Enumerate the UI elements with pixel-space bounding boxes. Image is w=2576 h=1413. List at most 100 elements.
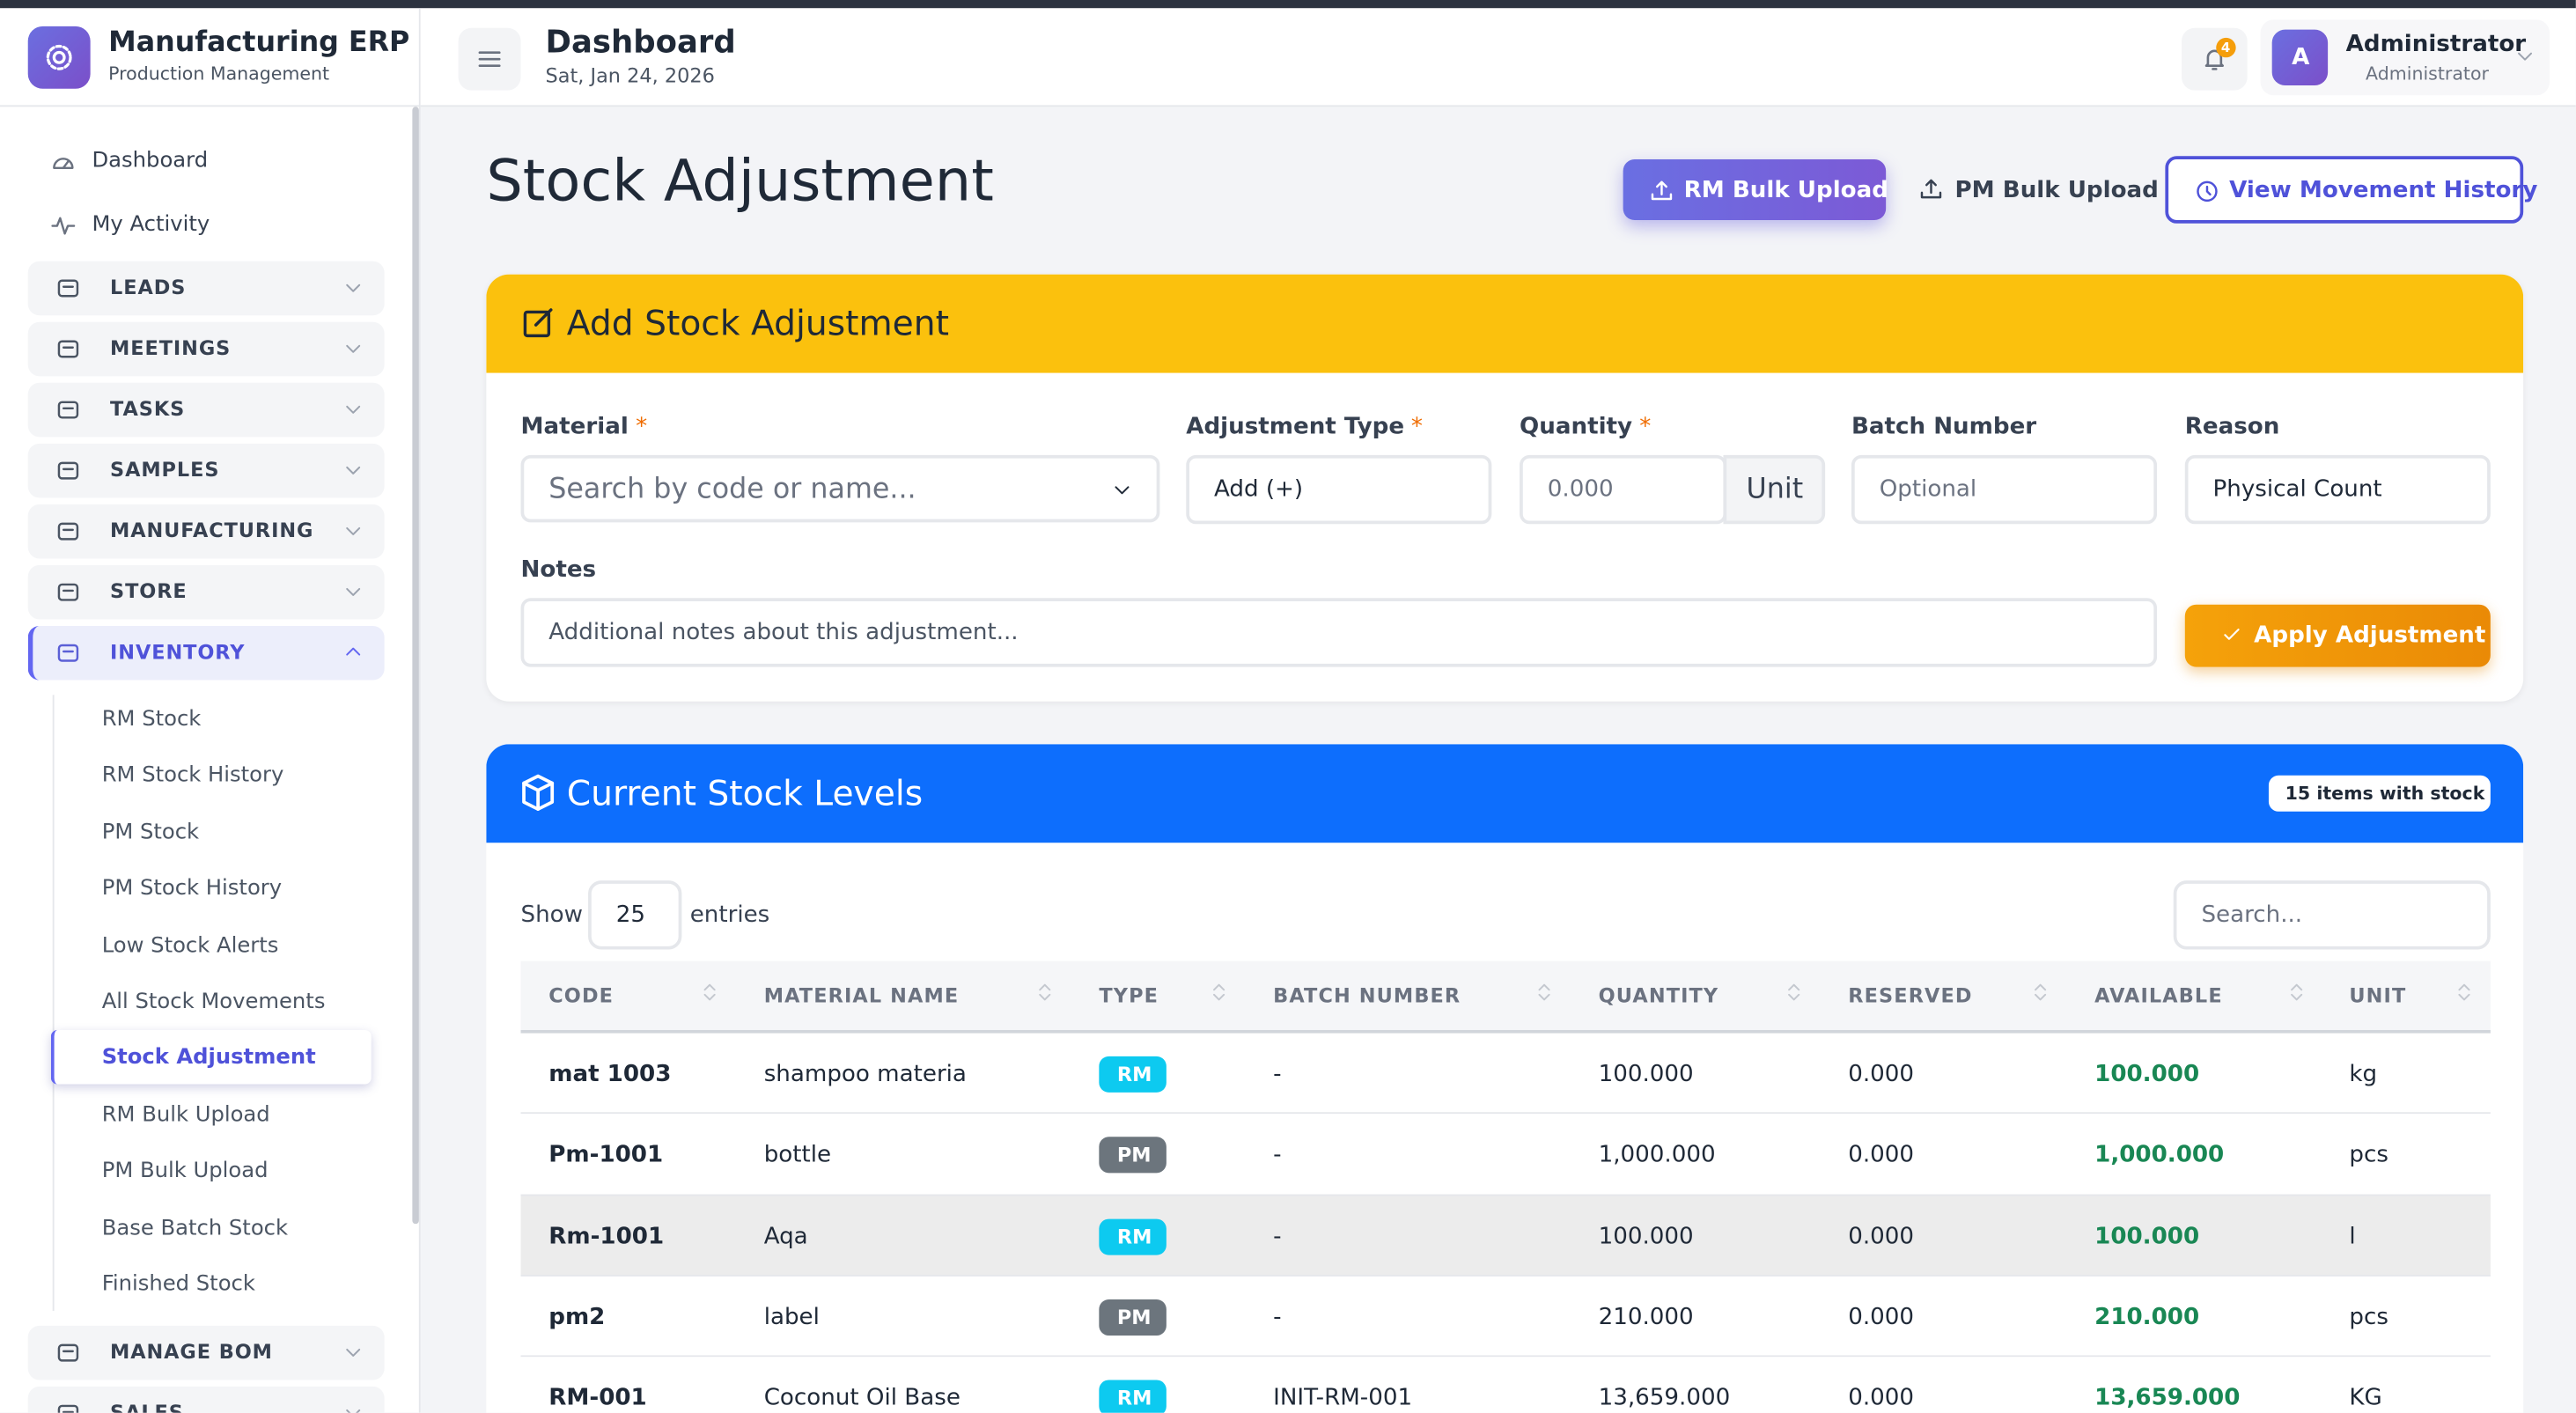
field-label: Reason <box>2184 414 2280 441</box>
column-header[interactable]: MATERIAL NAME <box>763 983 960 1007</box>
view-history-button[interactable]: View Movement History <box>2165 156 2537 224</box>
table-row <box>520 1195 2491 1277</box>
sort-icon <box>2458 983 2470 1001</box>
table-cell: 100.000 <box>2094 1061 2200 1088</box>
sidebar-group[interactable] <box>27 382 385 438</box>
brand-subtitle: Production Management <box>108 63 330 85</box>
sidebar-group[interactable] <box>27 321 385 377</box>
table-cell: shampoo materia <box>763 1061 967 1088</box>
group-label[interactable]: SALES <box>110 1401 184 1413</box>
group-label[interactable]: TASKS <box>110 397 186 421</box>
sidebar-group[interactable] <box>27 443 385 498</box>
button-label[interactable]: View Movement History <box>2229 177 2538 204</box>
chevron <box>346 587 361 596</box>
input-text[interactable]: Optional <box>1879 476 1977 503</box>
sidebar-item[interactable]: Finished Stock <box>101 1272 255 1298</box>
table-cell: 0.000 <box>1848 1223 1915 1250</box>
table-cell: l <box>2349 1223 2356 1250</box>
table-cell: bottle <box>763 1142 832 1169</box>
search-placeholder[interactable]: Search... <box>2201 902 2303 929</box>
sidebar-item[interactable]: RM Stock <box>101 707 202 732</box>
sidebar-item[interactable]: RM Bulk Upload <box>101 1102 270 1128</box>
chevron <box>346 647 361 656</box>
column-header[interactable]: CODE <box>548 983 615 1007</box>
apply-button[interactable]: Apply Adjustment <box>2184 604 2491 667</box>
table-cell: Aqa <box>763 1223 808 1250</box>
field-label: Material <box>520 414 629 441</box>
input-text[interactable]: Physical Count <box>2212 476 2382 503</box>
sidebar-item[interactable]: PM Bulk Upload <box>101 1159 269 1184</box>
sidebar-group[interactable] <box>27 1386 385 1413</box>
show-label: Show <box>520 902 584 929</box>
column-header[interactable]: UNIT <box>2349 983 2407 1007</box>
column-header[interactable]: RESERVED <box>1848 983 1973 1007</box>
group-icon <box>57 1404 79 1413</box>
input-text[interactable]: 0.000 <box>1547 476 1614 503</box>
sidebar-item[interactable]: Low Stock Alerts <box>101 933 279 959</box>
entries-select[interactable]: 25 <box>588 880 682 950</box>
scrollbar <box>412 107 419 1225</box>
rm-bulk-upload-button[interactable]: RM Bulk Upload <box>1623 159 1888 221</box>
sidebar-group[interactable] <box>27 625 385 681</box>
input-text[interactable]: Search by code or name... <box>548 472 916 505</box>
group-label[interactable]: MEETINGS <box>110 336 232 360</box>
group-label[interactable]: SAMPLES <box>110 458 220 482</box>
search-input[interactable]: Search... <box>2173 880 2491 950</box>
column-header[interactable]: QUANTITY <box>1598 983 1719 1007</box>
table-cell: 0.000 <box>1848 1385 1915 1412</box>
reason-select[interactable]: Physical Count <box>2184 454 2491 525</box>
sidebar-item[interactable]: Base Batch Stock <box>101 1216 289 1241</box>
material-select[interactable]: Search by code or name... <box>520 454 1160 523</box>
input-text[interactable]: Additional notes about this adjustment..… <box>548 619 1019 646</box>
group-label[interactable]: LEADS <box>110 276 187 299</box>
input-text[interactable]: Add (+) <box>1213 476 1304 503</box>
group-label[interactable]: MANUFACTURING <box>110 519 314 542</box>
adjustment-type-select[interactable]: Add (+) <box>1186 454 1492 525</box>
table-cell: 0.000 <box>1848 1061 1915 1088</box>
sidebar-group[interactable] <box>27 1325 385 1380</box>
button-label[interactable]: Apply Adjustment <box>2254 622 2486 650</box>
card-title: Add Stock Adjustment <box>566 304 949 343</box>
notification-button[interactable]: 4 <box>2182 27 2248 91</box>
group-label[interactable]: MANAGE BOM <box>110 1340 273 1364</box>
entries-value[interactable]: 25 <box>615 902 646 929</box>
table-cell: label <box>763 1304 820 1331</box>
menu-button[interactable] <box>458 27 521 91</box>
table-cell: - <box>1273 1304 1282 1331</box>
user-menu[interactable]: A Administrator Administrator <box>2260 19 2550 96</box>
chevron <box>346 466 361 475</box>
sidebar-item[interactable]: All Stock Movements <box>101 990 326 1015</box>
group-label[interactable]: STORE <box>110 579 188 603</box>
column-header[interactable]: AVAILABLE <box>2094 983 2223 1007</box>
card-header: Add Stock Adjustment <box>486 274 2524 373</box>
button-label[interactable]: RM Bulk Upload <box>1683 177 1888 204</box>
card-title: Current Stock Levels <box>566 773 924 813</box>
pm-bulk-upload-button[interactable]: PM Bulk Upload <box>1954 177 2159 204</box>
check-icon <box>2224 629 2240 640</box>
sidebar-link[interactable]: My Activity <box>92 212 210 238</box>
notes-input[interactable]: Additional notes about this adjustment..… <box>520 598 2158 667</box>
sidebar-group[interactable] <box>27 504 385 559</box>
sidebar-item[interactable]: Stock Adjustment <box>101 1046 316 1071</box>
table-cell: 13,659.000 <box>1598 1385 1731 1412</box>
sort-icon <box>1212 983 1225 1001</box>
page-title: Stock Adjustment <box>486 149 994 216</box>
upload-icon <box>1651 180 1673 201</box>
sidebar-item[interactable]: RM Stock History <box>101 763 284 789</box>
table-cell: 0.000 <box>1848 1304 1915 1331</box>
group-icon <box>57 401 79 419</box>
quantity-input[interactable]: 0.000 <box>1520 454 1727 525</box>
table-cell: 13,659.000 <box>2094 1385 2241 1412</box>
column-header[interactable]: TYPE <box>1099 983 1159 1007</box>
group-label[interactable]: INVENTORY <box>110 640 246 664</box>
sidebar-item[interactable]: PM Stock History <box>101 876 283 902</box>
sidebar-group[interactable] <box>27 261 385 316</box>
badge-text: 15 items with stock <box>2285 783 2485 805</box>
column-header[interactable]: BATCH NUMBER <box>1273 983 1461 1007</box>
type-badge: PM <box>1099 1137 1167 1174</box>
chevron <box>346 526 361 535</box>
sidebar-group[interactable] <box>27 564 385 620</box>
batch-input[interactable]: Optional <box>1851 454 2158 525</box>
sidebar-item[interactable]: PM Stock <box>101 820 200 845</box>
sidebar-link[interactable]: Dashboard <box>92 148 209 173</box>
